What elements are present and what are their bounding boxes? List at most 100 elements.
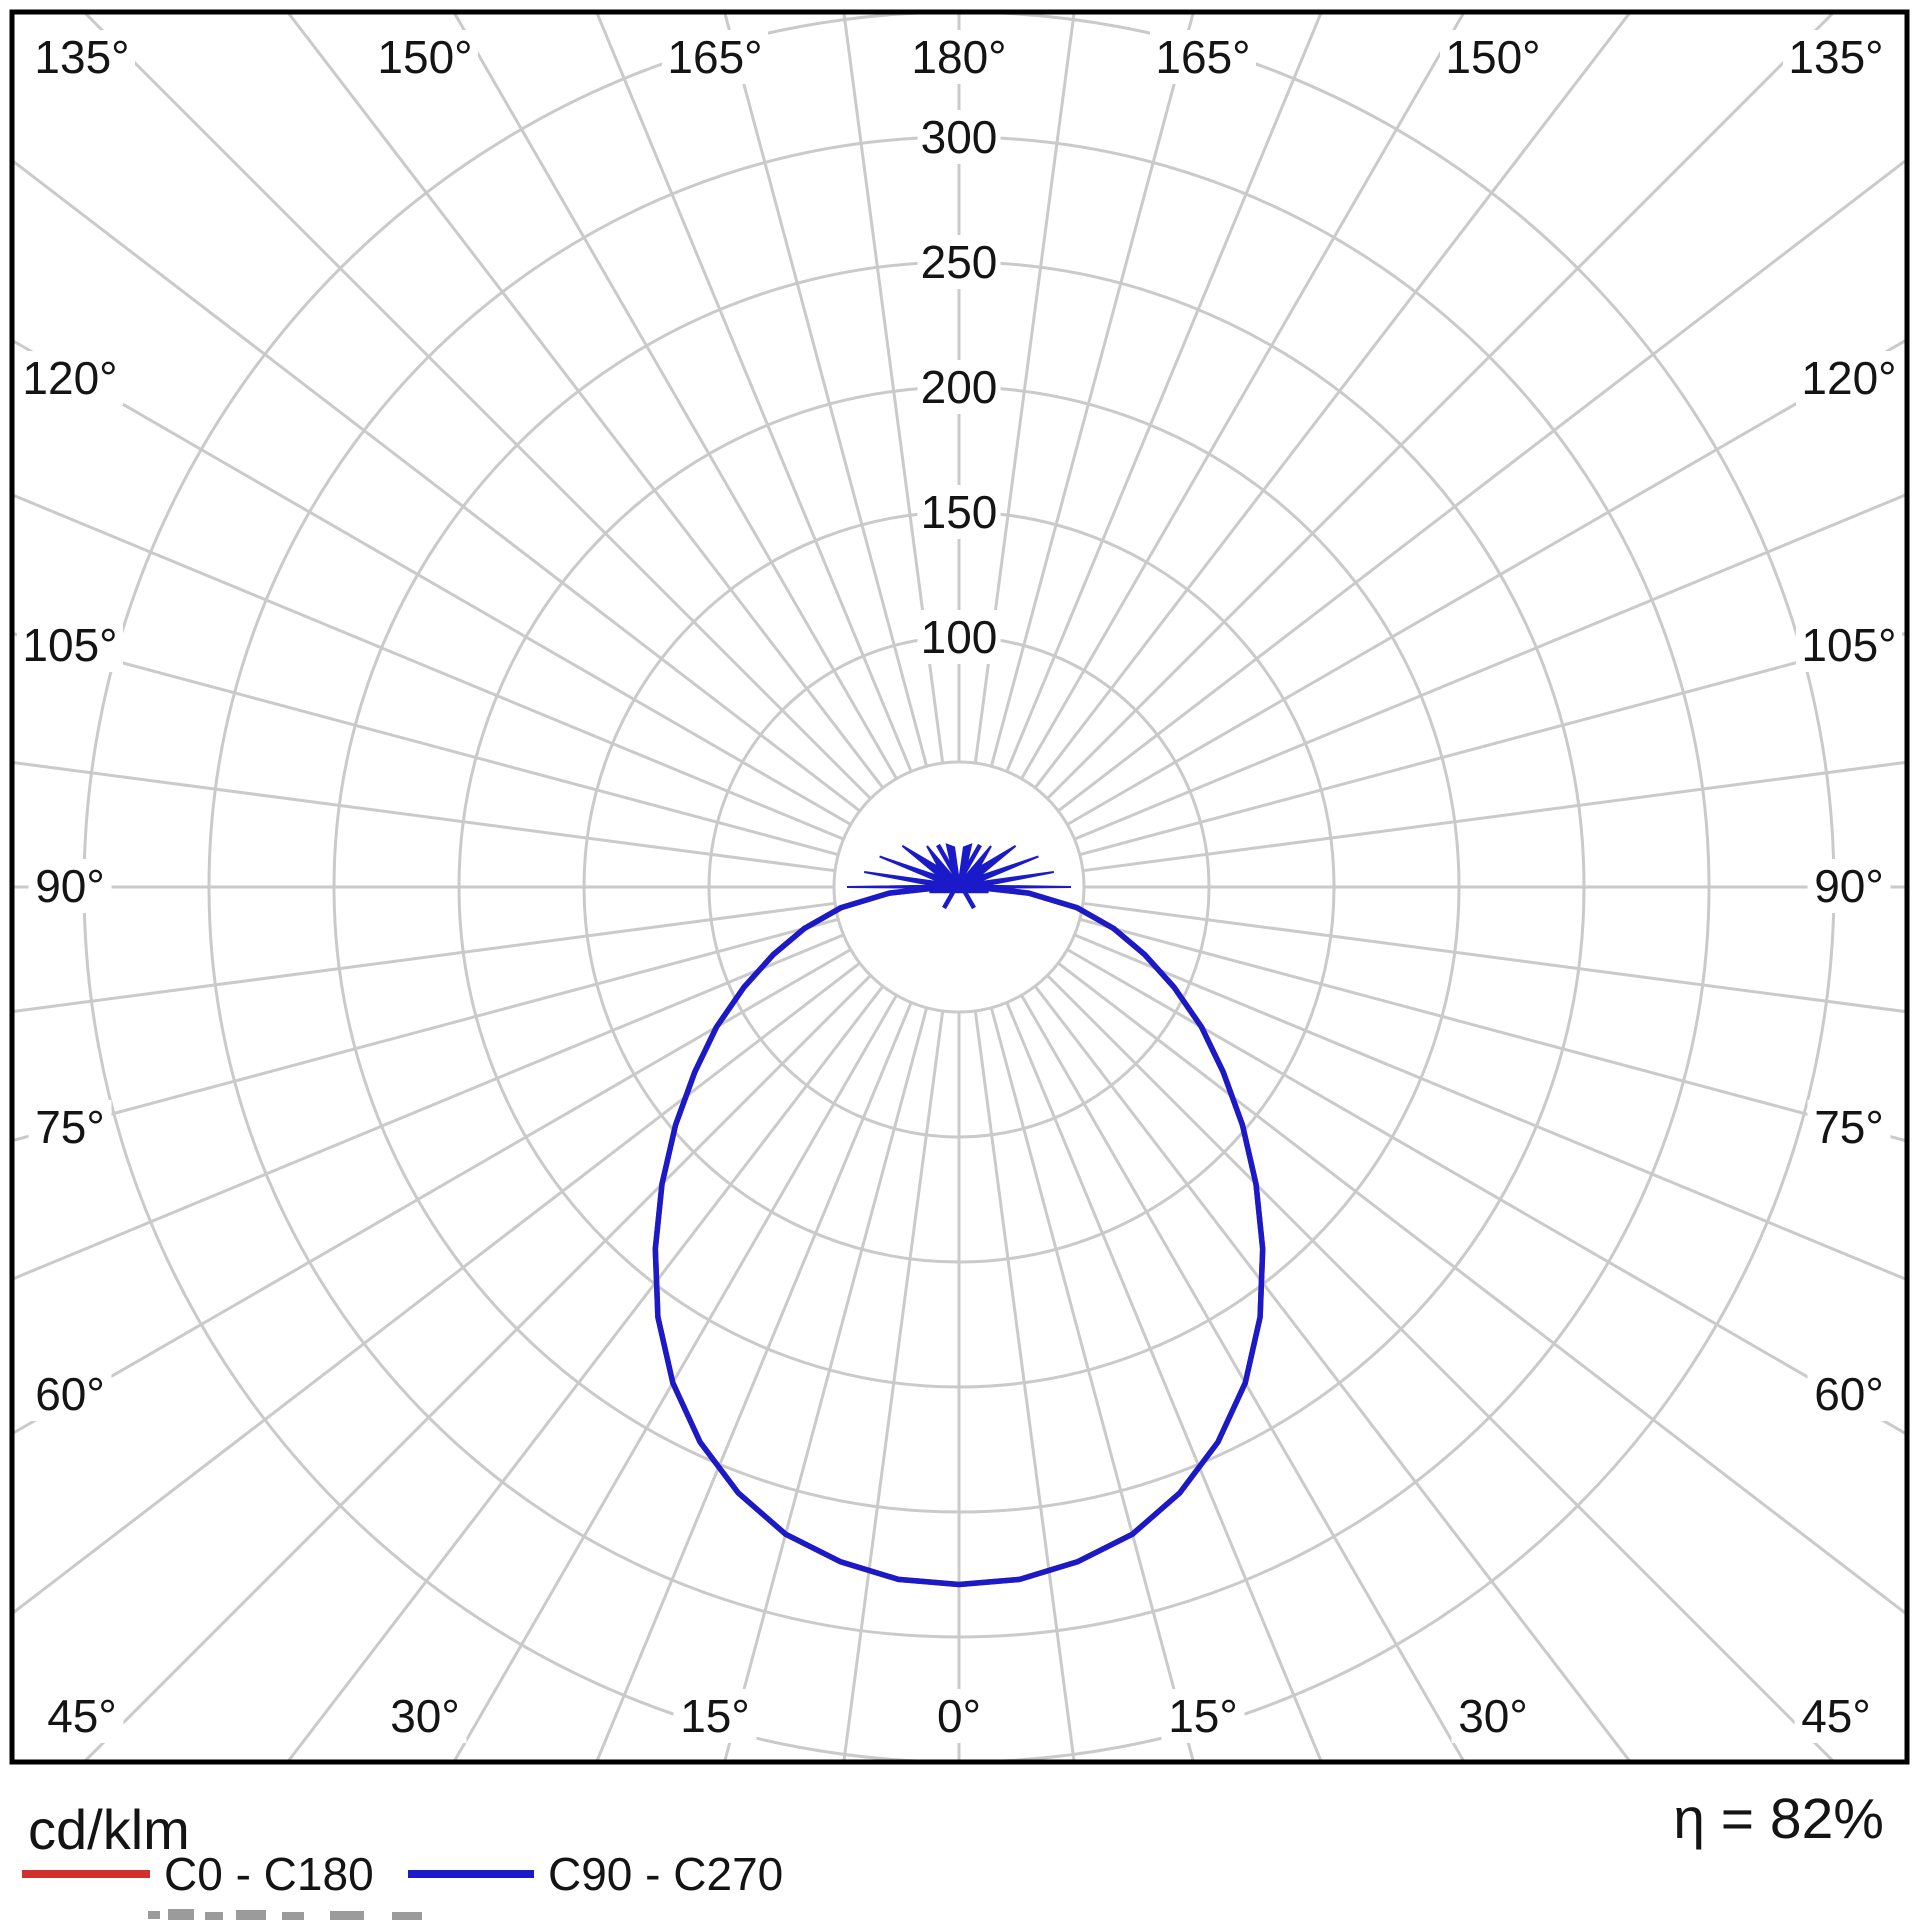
radial-tick-label-chip <box>917 485 1001 539</box>
angle-label-left-chip <box>28 1367 112 1421</box>
angle-label-top-chip <box>1440 30 1546 84</box>
grid-radial-line <box>1066 948 1906 1436</box>
radial-tick-label-chip <box>917 235 1001 289</box>
noise-spike-line <box>936 843 976 910</box>
radial-tick-label: 150 <box>921 486 998 538</box>
grid-radial-line <box>13 159 861 813</box>
grid-radial-line <box>1066 338 1906 826</box>
angle-label-right: 60° <box>1814 1368 1884 1420</box>
noise-spike-line <box>942 843 982 910</box>
grid-radial-line <box>13 493 845 841</box>
grid-radial-line <box>842 13 945 764</box>
radial-tick-label-chip <box>917 110 1001 164</box>
grid-radial-line <box>989 13 1195 767</box>
grid-radial-line <box>452 13 898 780</box>
angle-label-top-chip <box>662 30 768 84</box>
angle-label-left: 75° <box>35 1101 105 1153</box>
grid-radial-line <box>1046 13 1836 800</box>
radial-tick-label: 300 <box>921 111 998 163</box>
grid-radial-line <box>13 917 839 1143</box>
plot-border <box>9 9 1910 1765</box>
grid-radial-line <box>13 760 836 873</box>
radial-tick-label: 250 <box>921 236 998 288</box>
legend-item-c90-c270: C90 - C270 <box>408 1848 783 1900</box>
grid-radial-line <box>1005 13 1323 773</box>
angle-label-left-chip <box>28 1100 112 1154</box>
efficiency-label: η = 82% <box>1673 1787 1884 1851</box>
grid-radial-line <box>82 974 872 1761</box>
grid-radial-line <box>973 13 1076 764</box>
unit-label: cd/klm <box>28 1798 190 1861</box>
angle-label-top-chip <box>372 30 478 84</box>
angle-label-left-chip <box>28 859 112 913</box>
legend-swatch-red-icon <box>22 1870 150 1878</box>
grid-radial-line <box>13 933 845 1281</box>
angle-label-bottom: 45° <box>1801 1690 1871 1742</box>
grid-radial-line <box>1082 760 1906 873</box>
angle-label-top-chip <box>29 30 135 84</box>
grid-radial-line <box>595 13 913 773</box>
clipped-glyph-fragment <box>148 1911 160 1919</box>
angle-label-bottom-chip <box>383 1689 467 1743</box>
angle-label-bottom: 30° <box>1458 1690 1528 1742</box>
angle-label-bottom-chip <box>1161 1689 1245 1743</box>
angle-label-right-chip <box>1807 1367 1891 1421</box>
angle-label-bottom: 30° <box>390 1690 460 1742</box>
grid-radial-line <box>842 1010 945 1761</box>
angle-label-top: 135° <box>1788 31 1883 83</box>
grid-radial-line <box>286 13 885 789</box>
angle-label-left: 105° <box>22 619 117 671</box>
grid-radial-line <box>1005 1001 1323 1761</box>
angle-label-bottom: 15° <box>1168 1690 1238 1742</box>
grid-radial-line <box>1079 631 1906 857</box>
grid-radial-line <box>989 1007 1195 1761</box>
clipped-glyph-fragment <box>282 1912 304 1920</box>
grid-radial-line <box>1073 933 1906 1281</box>
angle-label-right: 90° <box>1814 860 1884 912</box>
legend-swatch-blue-icon <box>408 1870 534 1878</box>
legend-item-c0-c180: C0 - C180 <box>22 1848 374 1900</box>
intensity-curve-c90-c270 <box>652 884 1266 1588</box>
angle-label-left: 120° <box>22 352 117 404</box>
angle-label-top-chip <box>1783 30 1889 84</box>
clipped-glyph-fragment <box>392 1912 422 1920</box>
angle-label-top: 150° <box>1445 31 1540 83</box>
grid-radial-line <box>723 1007 929 1761</box>
radial-tick-label-chip <box>917 360 1001 414</box>
angle-label-bottom-chip <box>1451 1689 1535 1743</box>
angle-label-top-chip <box>1150 30 1256 84</box>
angle-label-top-chip <box>906 30 1012 84</box>
grid-radial-line <box>973 1010 1076 1761</box>
grid-radial-line <box>1057 158 1906 813</box>
grid-radial-line <box>286 985 885 1761</box>
angle-label-right: 75° <box>1814 1101 1884 1153</box>
radial-tick-label-chip <box>917 610 1001 664</box>
legend-label-c90-c270: C90 - C270 <box>548 1848 784 1900</box>
angle-label-top: 165° <box>667 31 762 83</box>
angle-label-left: 90° <box>35 860 105 912</box>
angle-label-right: 105° <box>1801 619 1896 671</box>
angle-label-bottom-chip <box>40 1689 124 1743</box>
angle-label-top: 135° <box>34 31 129 83</box>
angle-label-right: 120° <box>1801 352 1896 404</box>
grid-radial-line <box>13 339 852 826</box>
grid-radial-line <box>13 961 861 1615</box>
grid-radial-line <box>1079 917 1906 1143</box>
angle-label-top: 165° <box>1155 31 1250 83</box>
grid-radial-line <box>1020 13 1466 780</box>
grid-radial-line <box>723 13 929 767</box>
clipped-glyph-fragment <box>205 1912 223 1920</box>
angle-label-bottom: 45° <box>47 1690 117 1742</box>
grid-radial-line <box>1082 901 1906 1014</box>
radial-tick-label: 100 <box>921 611 998 663</box>
angle-label-left-chip <box>17 618 123 672</box>
grid-radial-line <box>1073 493 1906 841</box>
grid-radial-line <box>1057 961 1906 1616</box>
grid-radial-line <box>1033 985 1632 1761</box>
angle-label-left-chip <box>17 351 123 405</box>
angle-label-left: 60° <box>35 1368 105 1420</box>
angle-label-bottom: 0° <box>937 1690 981 1742</box>
